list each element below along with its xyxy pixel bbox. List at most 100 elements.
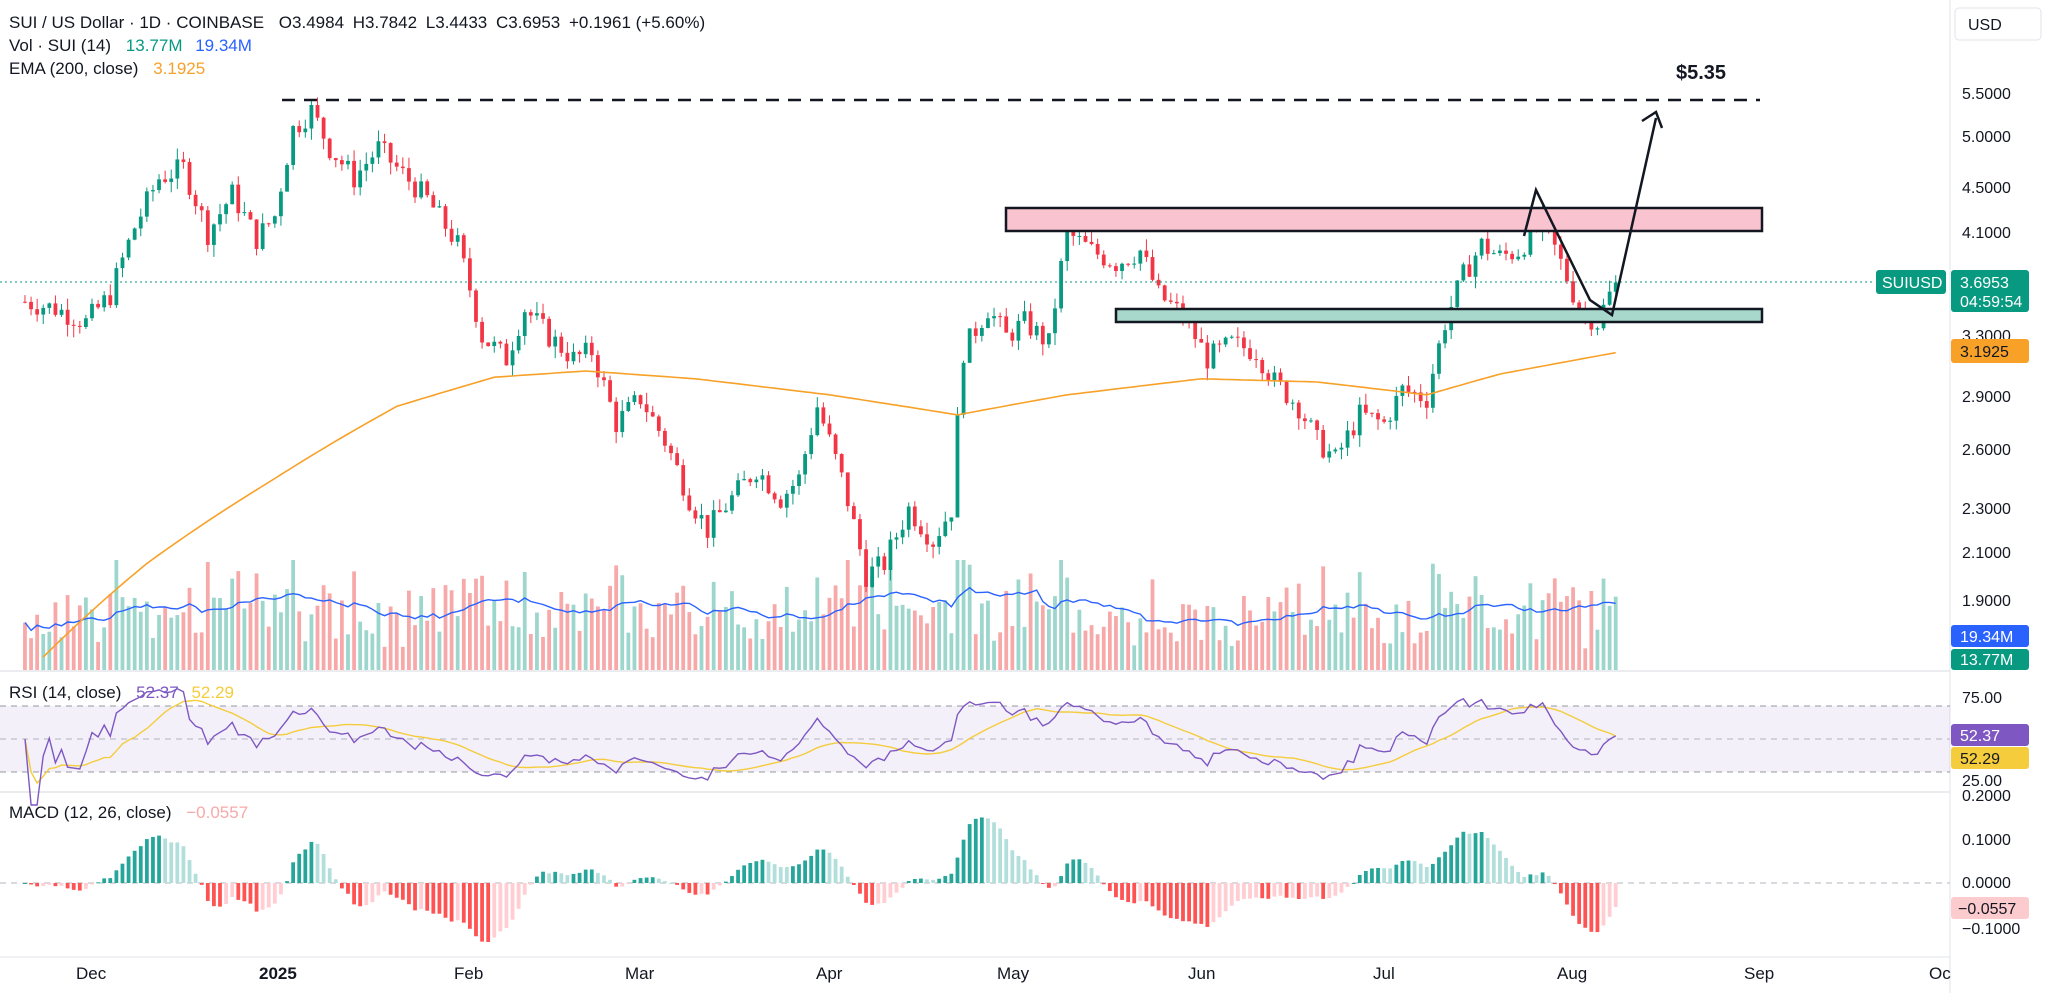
volume-bar (1254, 625, 1259, 670)
volume-bar (1004, 590, 1009, 670)
currency-button[interactable] (1954, 7, 2042, 41)
candle-body (236, 184, 241, 214)
volume-ma-tag-value: 19.34M (1960, 629, 2013, 646)
macd-bar (1546, 875, 1551, 883)
rsi-ma-tag: 52.29 (1951, 747, 2029, 769)
high-label: H (352, 13, 366, 32)
macd-bar (126, 856, 131, 883)
volume-bar (595, 606, 600, 670)
volume-bar (900, 604, 905, 670)
candle-body (132, 228, 137, 240)
candle-body (1357, 404, 1362, 436)
time-axis[interactable]: Dec 2025 Feb Mar Apr May Jun Jul Aug Sep… (76, 964, 1951, 983)
rsi-pane (24, 688, 1617, 806)
candle-body (699, 515, 704, 519)
main-legend[interactable]: SUI / US Dollar · 1D · COINBASE O3.4984 … (9, 11, 709, 34)
candle-body (1382, 419, 1387, 422)
low-value: 3.4433 (435, 13, 488, 32)
candle-body (906, 506, 911, 530)
volume-bar (1613, 596, 1618, 670)
macd-bar (151, 836, 155, 883)
resistance-zone[interactable] (1004, 206, 1764, 233)
macd-bar (717, 883, 722, 886)
macd-bar (1528, 874, 1533, 883)
volume-bar (736, 624, 740, 670)
candle-body (1205, 342, 1210, 369)
macd-bar (595, 873, 600, 883)
volume-bar (687, 612, 692, 670)
volume-bar (1248, 610, 1252, 670)
macd-bar (510, 883, 515, 920)
macd-bar (419, 883, 424, 910)
ema-legend[interactable]: EMA (200, close) 3.1925 (9, 57, 209, 80)
macd-bar (650, 877, 655, 883)
volume-bar (492, 600, 497, 670)
volume-bar (1479, 594, 1484, 670)
rsi-legend[interactable]: RSI (14, close) 52.37 52.29 (9, 681, 238, 704)
candle-body (1022, 311, 1027, 321)
open-label: O (278, 13, 293, 32)
macd-bar (1101, 883, 1106, 885)
macd-bar (193, 873, 198, 883)
candle-body (675, 453, 679, 466)
candle-body (364, 163, 369, 171)
volume-bar (108, 594, 113, 670)
rsi-tag-value: 52.37 (1960, 728, 2000, 745)
candle-body (1138, 250, 1143, 264)
macd-bar (1534, 875, 1539, 883)
macd-tick: 0.1000 (1962, 832, 2011, 849)
candle-body (1107, 265, 1112, 267)
macd-bar (1235, 883, 1240, 902)
macd-bar (656, 878, 661, 883)
candle-body (1595, 328, 1600, 330)
projection-path[interactable] (1522, 117, 1658, 318)
volume-bar (979, 603, 984, 670)
volume-bar (1571, 587, 1575, 670)
candle-body (851, 506, 856, 520)
volume-bar (705, 616, 710, 670)
volume-bar (1424, 630, 1429, 670)
macd-bar (1595, 883, 1600, 933)
support-zone[interactable] (1114, 307, 1764, 324)
candle-body (650, 412, 655, 417)
candle-body (1528, 225, 1533, 255)
candle-body (1327, 451, 1332, 458)
volume-bar (949, 633, 954, 670)
close-value: 3.6953 (508, 13, 561, 32)
candle-body (742, 479, 747, 481)
macd-bar (449, 883, 454, 922)
volume-legend[interactable]: Vol · SUI (14) 13.77M 19.34M (9, 34, 256, 57)
macd-bar (919, 878, 923, 883)
candle-body (65, 309, 70, 325)
volume-bar (888, 565, 893, 670)
volume-bar (1583, 648, 1588, 670)
macd-bar (1351, 882, 1356, 884)
volume-bar (565, 603, 570, 670)
volume-bar (510, 626, 515, 670)
macd-bar (260, 883, 265, 910)
macd-legend[interactable]: MACD (12, 26, close) −0.0557 (9, 801, 252, 824)
volume-bar (827, 597, 832, 670)
candle-body (1473, 255, 1478, 277)
candle-body (1376, 413, 1380, 420)
volume-bar (114, 560, 119, 670)
volume-bar (614, 565, 619, 670)
macd-bar (212, 883, 216, 907)
last-price-tag: SUIUSD 3.6953 04:59:54 (1876, 270, 2029, 312)
macd-bar (224, 883, 228, 905)
macd-bar (486, 883, 491, 942)
volume-bar (1363, 603, 1368, 670)
candle-body (340, 160, 344, 165)
macd-value: −0.0557 (186, 803, 249, 822)
price-axis[interactable]: 5.5000 5.0000 4.5000 4.1000 3.3000 2.900… (1962, 86, 2020, 938)
volume-bar (297, 611, 302, 670)
rsi-ma-tag-value: 52.29 (1960, 751, 2000, 768)
candle-body (559, 336, 564, 353)
volume-bar (1034, 601, 1039, 670)
macd-bar (748, 862, 753, 883)
candle-body (535, 313, 539, 316)
candle-body (565, 352, 570, 362)
macd-bar (47, 883, 52, 885)
macd-bar (376, 883, 381, 896)
